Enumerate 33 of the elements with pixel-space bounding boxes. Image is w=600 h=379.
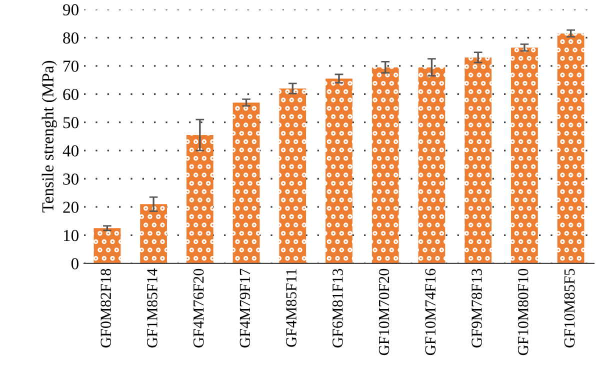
- x-tick-label: GF1M85F14: [147, 268, 158, 348]
- y-tick-label: 70: [64, 60, 79, 72]
- bar: [232, 102, 260, 264]
- x-tick-label: GF6M81F13: [332, 268, 343, 348]
- x-tick-label: GF10M74F16: [425, 268, 436, 356]
- bar: [326, 78, 352, 264]
- x-tick-label: GF10M80F10: [518, 268, 528, 356]
- bar: [557, 33, 584, 264]
- y-tick-label: 0: [71, 258, 79, 270]
- y-axis-title: Tensile strenght (MPa): [42, 60, 57, 212]
- bar: [464, 57, 492, 264]
- y-tick-label: 50: [63, 117, 79, 128]
- y-tick-label: 20: [63, 202, 79, 213]
- x-tick-label: GF4M76F20: [193, 268, 204, 348]
- x-tick-label: GF4M85F11: [286, 269, 296, 347]
- bar: [418, 67, 446, 264]
- x-tick-label: GF9M78F13: [472, 268, 482, 348]
- y-tick-label: 30: [63, 173, 79, 185]
- bar: [372, 67, 399, 264]
- x-tick-label: GF0M82F18: [100, 268, 112, 348]
- y-tick-label: 80: [63, 32, 79, 44]
- y-tick-label: 90: [63, 4, 79, 16]
- y-tick-label: 40: [62, 145, 79, 156]
- x-tick-label: GF4M79F17: [240, 268, 250, 348]
- bar: [186, 135, 214, 264]
- bar: [279, 88, 306, 264]
- y-tick-label: 60: [63, 88, 79, 100]
- y-tick-label: 10: [64, 230, 79, 242]
- x-tick-label: GF10M85F5: [564, 268, 575, 348]
- bar: [140, 204, 167, 264]
- bar: [94, 228, 121, 264]
- x-tick-label: GF10M70F20: [378, 268, 390, 356]
- bar: [511, 48, 538, 264]
